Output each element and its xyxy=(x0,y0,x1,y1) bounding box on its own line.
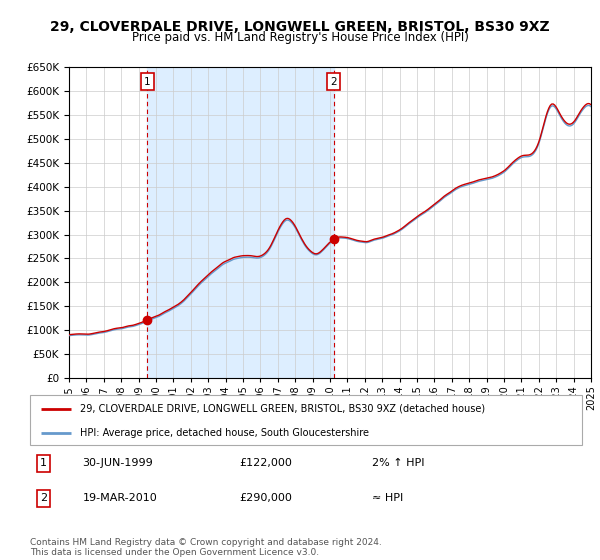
Bar xyxy=(147,67,334,378)
Text: 2% ↑ HPI: 2% ↑ HPI xyxy=(372,459,425,468)
Text: 30-JUN-1999: 30-JUN-1999 xyxy=(82,459,153,468)
Text: 2: 2 xyxy=(331,77,337,87)
Text: 29, CLOVERDALE DRIVE, LONGWELL GREEN, BRISTOL, BS30 9XZ: 29, CLOVERDALE DRIVE, LONGWELL GREEN, BR… xyxy=(50,20,550,34)
Text: 2: 2 xyxy=(40,493,47,503)
Text: ≈ HPI: ≈ HPI xyxy=(372,493,403,503)
FancyBboxPatch shape xyxy=(30,395,582,445)
Text: 29, CLOVERDALE DRIVE, LONGWELL GREEN, BRISTOL, BS30 9XZ (detached house): 29, CLOVERDALE DRIVE, LONGWELL GREEN, BR… xyxy=(80,404,485,414)
Text: 1: 1 xyxy=(40,459,47,468)
Text: Contains HM Land Registry data © Crown copyright and database right 2024.
This d: Contains HM Land Registry data © Crown c… xyxy=(30,538,382,557)
Text: £290,000: £290,000 xyxy=(240,493,293,503)
Text: 1: 1 xyxy=(144,77,151,87)
Text: HPI: Average price, detached house, South Gloucestershire: HPI: Average price, detached house, Sout… xyxy=(80,428,368,437)
Text: 19-MAR-2010: 19-MAR-2010 xyxy=(82,493,157,503)
Text: £122,000: £122,000 xyxy=(240,459,293,468)
Text: Price paid vs. HM Land Registry's House Price Index (HPI): Price paid vs. HM Land Registry's House … xyxy=(131,31,469,44)
